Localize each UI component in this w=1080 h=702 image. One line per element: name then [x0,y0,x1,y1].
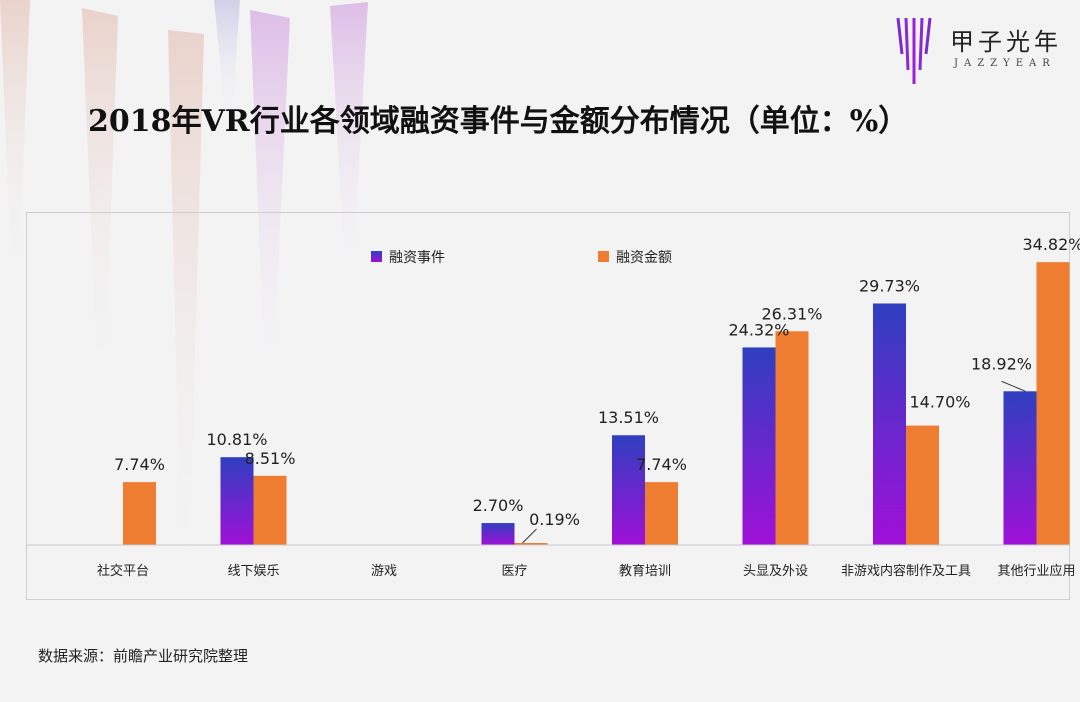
x-tick-label: 社交平台 [97,563,149,579]
x-tick-label: 头显及外设 [743,564,808,579]
bar-amount [514,543,548,545]
data-label: 10.81% [206,430,267,449]
data-label: 13.51% [598,408,659,427]
x-tick-label: 非游戏内容制作及工具 [841,563,971,579]
bar-events [481,523,515,545]
bar-events [1003,391,1037,545]
brand-mark-icon [896,17,932,84]
chart-title: 2018年VR行业各领域融资事件与金额分布情况（单位：%） [88,104,909,139]
data-label: 0.19% [529,510,580,529]
data-label: 18.92% [971,354,1032,373]
x-tick-label: 医疗 [501,564,527,579]
data-label: 26.31% [761,304,822,323]
bar-amount [1036,262,1070,545]
x-tick-label: 教育培训 [619,563,671,579]
legend-swatch-events [371,251,382,262]
bar-events [220,457,254,545]
legend-label-events: 融资事件 [389,250,445,266]
bar-amount [253,475,287,545]
brand-name: 甲子光年 [950,28,1062,56]
bar-events [873,303,906,545]
data-label: 7.74% [114,455,165,474]
bar-events [742,347,776,545]
legend-label-amount: 融资金额 [616,250,672,266]
bar-events [612,435,645,545]
x-tick-label: 游戏 [371,564,397,579]
bar-amount [906,425,939,545]
x-tick-label: 线下娱乐 [227,564,279,579]
bar-amount [775,331,809,545]
brand-subtitle: JAZZYEAR [954,58,1056,69]
brand-logo: 甲子光年 JAZZYEAR [890,14,1070,90]
data-source-note: 数据来源：前瞻产业研究院整理 [38,647,249,665]
leader-line [522,528,537,544]
data-label: 8.51% [245,449,296,468]
data-label: 24.32% [728,320,789,339]
bar-amount [123,482,156,545]
legend-swatch-amount [598,251,609,262]
bar-amount [645,482,678,545]
data-label: 7.74% [636,455,687,474]
data-label: 29.73% [859,276,920,295]
leader-line [1001,380,1026,392]
data-label: 34.82% [1022,235,1080,254]
x-tick-label: 其他行业应用 [997,563,1075,579]
data-label: 14.70% [909,393,970,412]
data-label: 2.70% [473,496,524,515]
